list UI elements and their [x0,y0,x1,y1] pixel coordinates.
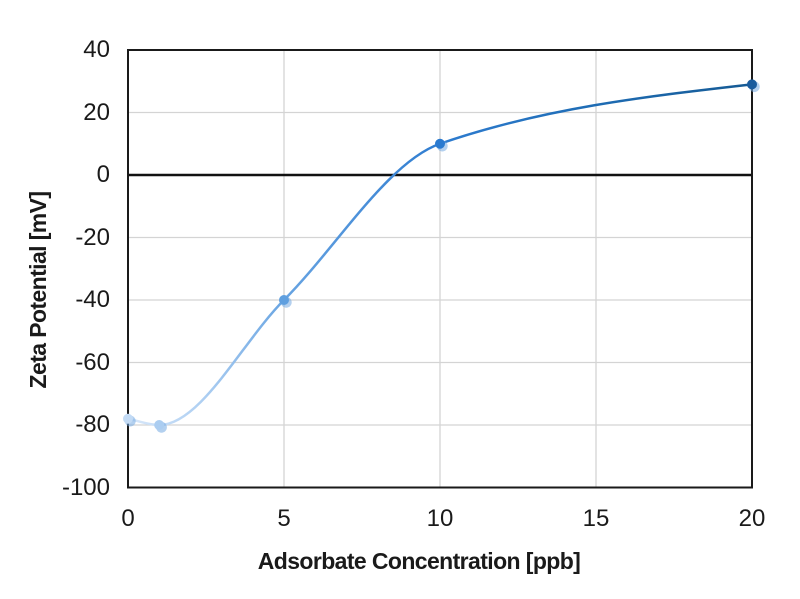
y-tick-label: -20 [75,223,110,251]
plot-border [127,49,753,489]
x-tick-label: 15 [582,505,610,532]
y-tick-label: -40 [75,286,110,313]
data-point [123,413,133,424]
y-tick-label: -60 [75,348,110,376]
x-tick-label: 5 [277,505,291,532]
x-axis-title: Adsorbate Concentration [ppb] [257,548,581,574]
data-point [435,138,445,149]
data-point [747,79,757,90]
y-tick-label: 20 [83,98,110,126]
x-tick-label: 10 [426,505,454,532]
x-tick-label: 0 [121,505,135,532]
x-tick-label: 20 [738,505,766,532]
y-tick-label: 0 [96,161,110,188]
y-tick-label: -100 [61,473,110,501]
y-tick-label: -80 [75,411,110,438]
y-tick-label: 40 [83,36,110,63]
data-point [279,295,289,305]
data-point [154,420,165,430]
